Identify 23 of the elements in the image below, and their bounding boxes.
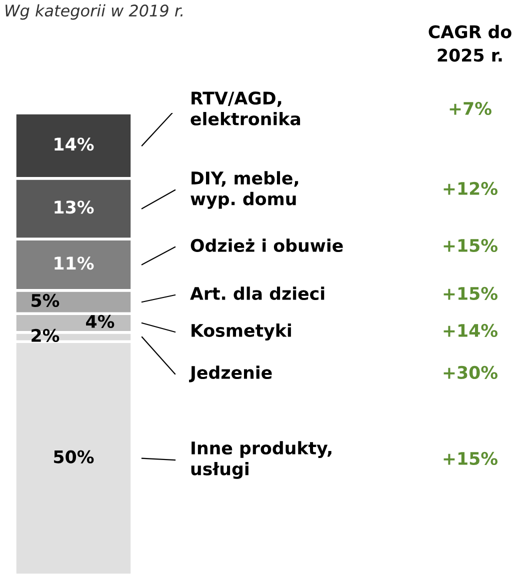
text: +15% <box>444 238 498 252</box>
text: Art. dla dzieci <box>190 286 324 300</box>
text: +30% <box>444 366 498 380</box>
text: CAGR do 2025 r. <box>428 24 512 62</box>
text: +14% <box>444 324 498 338</box>
text: Inne produkty, usługi <box>191 441 332 479</box>
data-label: 5% <box>32 294 60 308</box>
data-label: 14% <box>54 138 94 151</box>
text: DIY, meble, wyp. domu <box>190 171 298 209</box>
data-label: 13% <box>54 200 94 214</box>
text: +12% <box>444 182 498 196</box>
text: +15% <box>444 286 498 300</box>
text: RTV/AGD, elektronika <box>190 92 300 126</box>
data-label: 50% <box>54 450 94 464</box>
chart-title: Wg kategorii w 2019 r. <box>6 4 182 20</box>
text: Jedzenie <box>189 366 272 382</box>
text: +7% <box>450 102 492 116</box>
text: Kosmetyki <box>192 324 291 340</box>
data-label: 2% <box>32 328 60 342</box>
text: +15% <box>444 452 498 466</box>
data-label: 11% <box>54 256 94 270</box>
text: Odzież i obuwie <box>190 238 343 252</box>
data-label: 4% <box>86 314 114 328</box>
